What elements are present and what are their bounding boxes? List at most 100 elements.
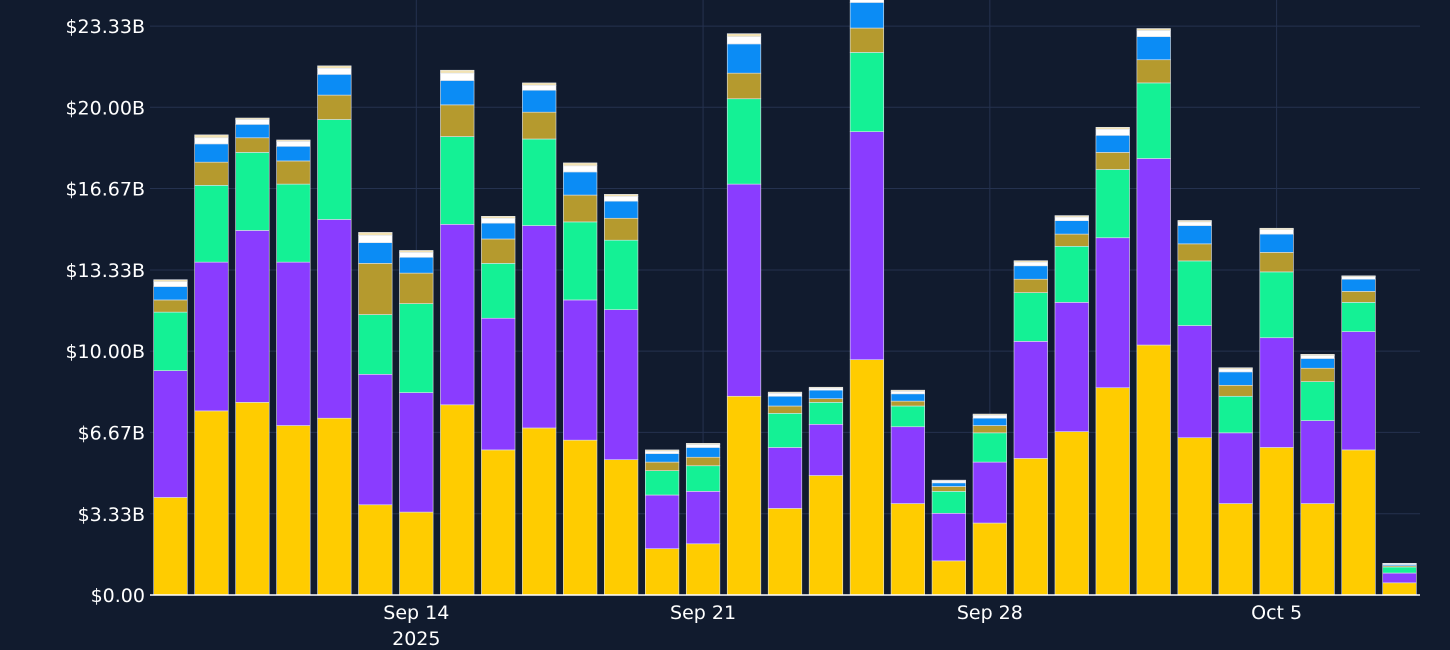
bar-segment [399, 252, 434, 258]
bar-stack [1382, 562, 1417, 596]
bar-segment [563, 165, 598, 173]
bar-segment [399, 250, 434, 253]
bar-segment [767, 405, 803, 414]
bar-segment [153, 299, 188, 313]
bar-segment [317, 417, 352, 596]
bar-segment [808, 424, 844, 476]
bar-segment [1382, 582, 1417, 596]
bar-stack [1259, 227, 1294, 596]
bar-segment [931, 560, 966, 596]
bar-segment [440, 69, 475, 74]
bar-stack [890, 389, 925, 596]
bar-segment [685, 443, 721, 445]
bar-segment [1341, 278, 1376, 292]
bar-segment [194, 143, 229, 163]
x-tick-label: Sep 28 [957, 602, 1023, 624]
bar-segment [890, 389, 925, 392]
bar-segment [522, 82, 557, 86]
bar-segment [604, 459, 639, 596]
bar-segment [685, 444, 721, 448]
y-tick-label: $20.00B [65, 97, 145, 119]
bar-segment [153, 370, 188, 498]
bar-segment [153, 286, 188, 301]
bar-segment [1177, 225, 1212, 245]
bar-segment [1095, 387, 1130, 596]
bar-stack [481, 215, 516, 596]
bar-segment [1259, 229, 1294, 235]
bar-segment [276, 261, 311, 426]
bar-segment [317, 67, 352, 75]
bar-segment [153, 497, 188, 596]
bar-stack [849, 0, 885, 596]
bar-segment [399, 511, 434, 596]
bar-segment [808, 398, 844, 403]
bar-segment [972, 414, 1007, 419]
bar-segment [808, 389, 844, 399]
bar-segment [849, 0, 885, 3]
bar-segment [317, 94, 352, 120]
bar-segment [726, 43, 762, 74]
bar-segment [644, 453, 680, 463]
bar-segment [767, 393, 803, 397]
bar-segment [1136, 344, 1171, 596]
bar-segment [808, 475, 844, 596]
bar-stack [563, 162, 598, 596]
bar-segment [235, 119, 270, 125]
bar-segment [481, 217, 516, 224]
bar-segment [1095, 237, 1130, 389]
bar-segment [276, 146, 311, 162]
bar-segment [440, 224, 475, 406]
bar-segment [1218, 395, 1253, 434]
bar-segment [644, 470, 680, 496]
bar-segment [1341, 275, 1376, 278]
bar-segment [1054, 216, 1089, 221]
bar-segment [1259, 233, 1294, 253]
bar-segment [1054, 431, 1089, 596]
bar-segment [767, 413, 803, 448]
bar-segment [358, 242, 393, 264]
bar-segment [604, 200, 639, 219]
bar-segment [235, 230, 270, 403]
y-tick-label: $10.00B [65, 341, 145, 363]
bar-segment [1300, 381, 1335, 421]
bar-segment [604, 194, 639, 197]
bar-segment [194, 137, 229, 145]
bar-segment [1095, 128, 1130, 136]
bar-segment [1177, 243, 1212, 262]
bar-segment [522, 89, 557, 113]
bar-segment [1300, 355, 1335, 359]
bar-segment [276, 425, 311, 596]
bar-segment [1341, 449, 1376, 596]
bar-segment [522, 111, 557, 140]
bar-segment [194, 134, 229, 139]
bar-segment [685, 543, 721, 596]
bar-segment [358, 314, 393, 375]
x-tick-label: Sep 21 [670, 602, 736, 624]
bar-segment [1013, 292, 1048, 342]
bar-stack [358, 232, 393, 596]
bar-segment [726, 183, 762, 397]
bar-stack [767, 391, 803, 596]
bar-segment [358, 263, 393, 315]
y-axis-ticks: $0.00 $3.33B $6.67B $10.00B $13.33B $16.67B $2… [65, 16, 145, 607]
bar-segment [1095, 135, 1130, 153]
bar-segment [767, 447, 803, 509]
bar-segment [440, 104, 475, 137]
x-tick-label: Sep 14 [383, 602, 449, 624]
bar-segment [890, 405, 925, 428]
bar-segment [1136, 28, 1171, 31]
bar-segment [1341, 276, 1376, 280]
bar-segment [931, 479, 966, 482]
bar-segment [522, 85, 557, 91]
bar-segment [1382, 566, 1417, 574]
bar-segment [358, 235, 393, 243]
bar-segment [1095, 169, 1130, 239]
y-tick-label: $16.67B [65, 178, 145, 200]
bar-segment [276, 160, 311, 185]
bar-segment [972, 522, 1007, 596]
bar-segment [726, 36, 762, 45]
bar-segment [767, 391, 803, 394]
bar-segment [563, 162, 598, 167]
bar-segment [317, 219, 352, 419]
